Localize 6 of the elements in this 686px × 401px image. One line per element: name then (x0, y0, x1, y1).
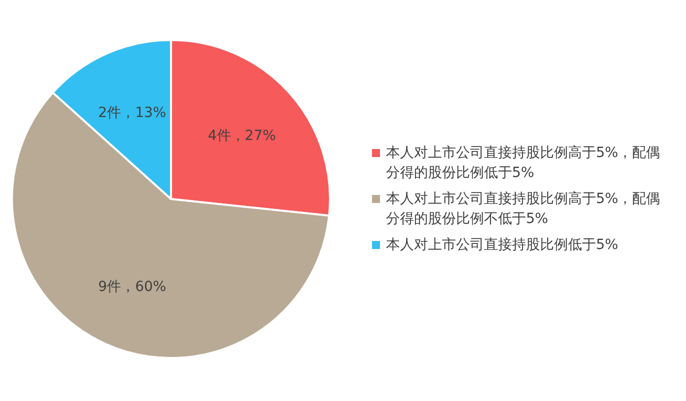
legend-label: 本人对上市公司直接持股比例高于5%，配偶分得的股份比例不低于5% (386, 190, 662, 229)
legend-label: 本人对上市公司直接持股比例低于5% (386, 236, 618, 255)
legend-label: 本人对上市公司直接持股比例高于5%，配偶分得的股份比例低于5% (386, 144, 662, 183)
data-label: 9件，60% (98, 279, 166, 296)
data-label: 2件，13% (98, 104, 166, 121)
data-label: 4件，27% (208, 128, 276, 144)
